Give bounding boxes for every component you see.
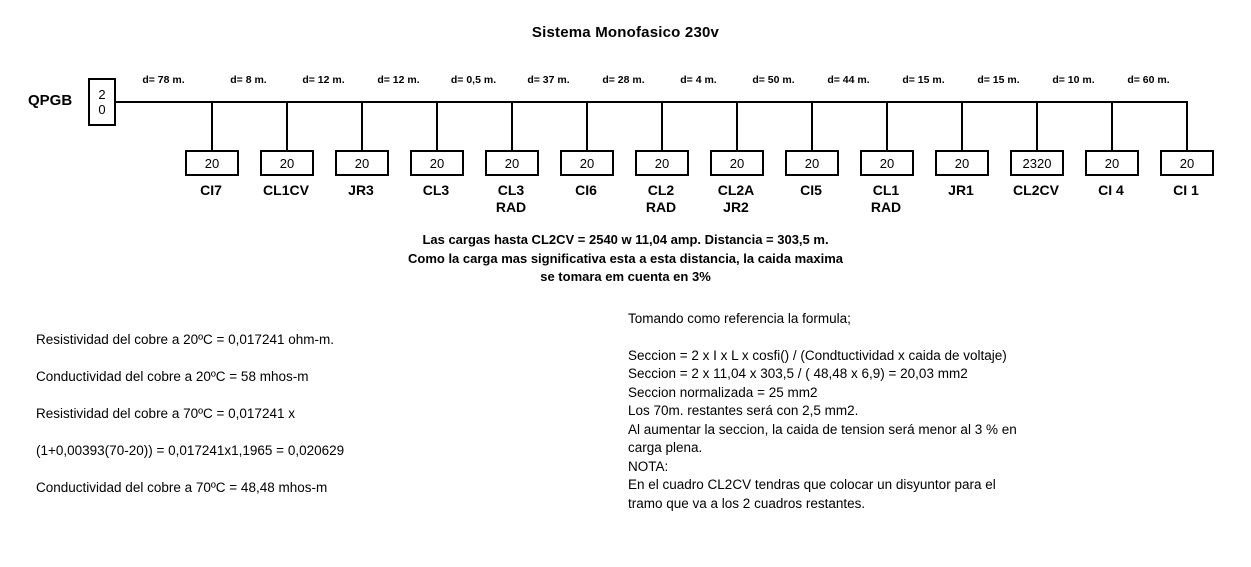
segment-distance-label: d= 15 m. xyxy=(902,74,945,86)
drop-line xyxy=(661,101,663,150)
calculation-note-line-3: Seccion normalizada = 25 mm2 xyxy=(628,384,818,400)
drop-line xyxy=(886,101,888,150)
source-panel-label: QPGB xyxy=(28,92,73,109)
load-breaker-box: 20 xyxy=(635,150,689,176)
load-circuit-label: CI5 xyxy=(800,182,822,198)
segment-distance-label: d= 60 m. xyxy=(1127,74,1170,86)
drop-line xyxy=(586,101,588,150)
drop-line xyxy=(286,101,288,150)
load-breaker-box: 20 xyxy=(710,150,764,176)
load-breaker-box: 20 xyxy=(860,150,914,176)
load-breaker-box: 20 xyxy=(560,150,614,176)
drop-line xyxy=(961,101,963,150)
drop-line xyxy=(1111,101,1113,150)
load-breaker-box: 20 xyxy=(185,150,239,176)
calculation-note-line-6: carga plena. xyxy=(628,440,703,455)
load-breaker-box: 20 xyxy=(485,150,539,176)
segment-distance-label: d= 12 m. xyxy=(377,74,420,86)
load-circuit-label: CL2CV xyxy=(1013,182,1059,198)
calculation-note-heading: Tomando como referencia la formula; xyxy=(628,311,851,326)
segment-distance-label: d= 28 m. xyxy=(602,74,645,86)
calculation-note-spacer xyxy=(628,329,1128,347)
source-breaker-box: 2 0 xyxy=(88,78,116,126)
load-circuit-label: CI6 xyxy=(575,182,597,198)
drop-line xyxy=(436,101,438,150)
load-breaker-box: 20 xyxy=(935,150,989,176)
calculation-note-line-4: Los 70m. restantes será con 2,5 mm2. xyxy=(628,403,859,418)
center-note-line-3: se tomara em cuenta en 3% xyxy=(540,269,711,284)
load-circuit-label: CL2 RAD xyxy=(645,182,677,215)
copper-properties-note: Resistividad del cobre a 20ºC = 0,017241… xyxy=(36,312,344,516)
segment-distance-label: d= 50 m. xyxy=(752,74,795,86)
calculation-note-line-9: tramo que va a los 2 cuadros restantes. xyxy=(628,495,866,511)
load-circuit-label: CL1 RAD xyxy=(870,182,902,215)
calculation-note-line-8: En el cuadro CL2CV tendras que colocar u… xyxy=(628,477,996,492)
copper-note-line-5: Conductividad del cobre a 70ºC = 48,48 m… xyxy=(36,479,328,495)
calculation-note-line-1: Seccion = 2 x I x L x cosfi() / (Condtuc… xyxy=(628,347,1007,363)
copper-note-line-1: Resistividad del cobre a 20ºC = 0,017241… xyxy=(36,331,334,347)
copper-note-line-4: (1+0,00393(70-20)) = 0,017241x1,1965 = 0… xyxy=(36,442,345,458)
drop-line xyxy=(211,101,213,150)
center-note-line-2: Como la carga mas significativa esta a e… xyxy=(408,250,843,266)
source-breaker-rating-bottom: 0 xyxy=(98,102,106,117)
drop-line xyxy=(1186,101,1188,150)
calculation-note: Tomando como referencia la formula; Secc… xyxy=(628,310,1128,513)
center-note-line-1: Las cargas hasta CL2CV = 2540 w 11,04 am… xyxy=(422,232,829,247)
load-breaker-box: 20 xyxy=(785,150,839,176)
load-circuit-label: CI 1 xyxy=(1173,182,1199,198)
center-note: Las cargas hasta CL2CV = 2540 w 11,04 am… xyxy=(0,231,1251,287)
copper-note-line-3: Resistividad del cobre a 70ºC = 0,017241… xyxy=(36,405,295,421)
main-bus-line xyxy=(116,101,1188,103)
page-title: Sistema Monofasico 230v xyxy=(531,24,720,41)
segment-distance-label: d= 44 m. xyxy=(827,74,870,86)
drop-line xyxy=(1036,101,1038,150)
load-breaker-box: 20 xyxy=(260,150,314,176)
load-circuit-label: CL1CV xyxy=(263,182,309,198)
load-circuit-label: CL3 RAD xyxy=(495,182,527,215)
load-breaker-box: 20 xyxy=(1085,150,1139,176)
segment-distance-label: d= 37 m. xyxy=(527,74,570,86)
load-breaker-box: 20 xyxy=(1160,150,1214,176)
load-breaker-box: 2320 xyxy=(1010,150,1064,176)
segment-distance-label: d= 15 m. xyxy=(977,74,1020,86)
calculation-note-line-2: Seccion = 2 x 11,04 x 303,5 / ( 48,48 x … xyxy=(628,366,968,381)
drop-line xyxy=(811,101,813,150)
drop-line xyxy=(511,101,513,150)
load-circuit-label: CL2A JR2 xyxy=(717,182,755,215)
segment-distance-label: d= 8 m. xyxy=(230,74,267,86)
segment-distance-label: d= 78 m. xyxy=(142,74,185,86)
segment-distance-label: d= 12 m. xyxy=(302,74,345,86)
load-circuit-label: JR1 xyxy=(948,182,974,198)
calculation-note-line-7: NOTA: xyxy=(628,458,669,474)
load-breaker-box: 20 xyxy=(410,150,464,176)
load-breaker-box: 20 xyxy=(335,150,389,176)
load-circuit-label: JR3 xyxy=(348,182,374,198)
segment-distance-label: d= 4 m. xyxy=(680,74,717,86)
copper-note-line-2: Conductividad del cobre a 20ºC = 58 mhos… xyxy=(36,368,309,384)
load-circuit-label: CL3 xyxy=(422,182,450,198)
calculation-note-line-5: Al aumentar la seccion, la caida de tens… xyxy=(628,421,1017,437)
single-line-diagram: QPGB 2 0 20 20 20 20 20 20 20 20 20 20 20 2320 20 20 … xyxy=(0,0,1251,230)
drop-line xyxy=(736,101,738,150)
load-circuit-label: CI 4 xyxy=(1098,182,1124,198)
source-breaker-rating-top: 2 xyxy=(98,87,106,102)
drop-line xyxy=(361,101,363,150)
segment-distance-label: d= 0,5 m. xyxy=(450,74,497,86)
segment-distance-label: d= 10 m. xyxy=(1052,74,1095,86)
load-circuit-label: CI7 xyxy=(200,182,222,198)
